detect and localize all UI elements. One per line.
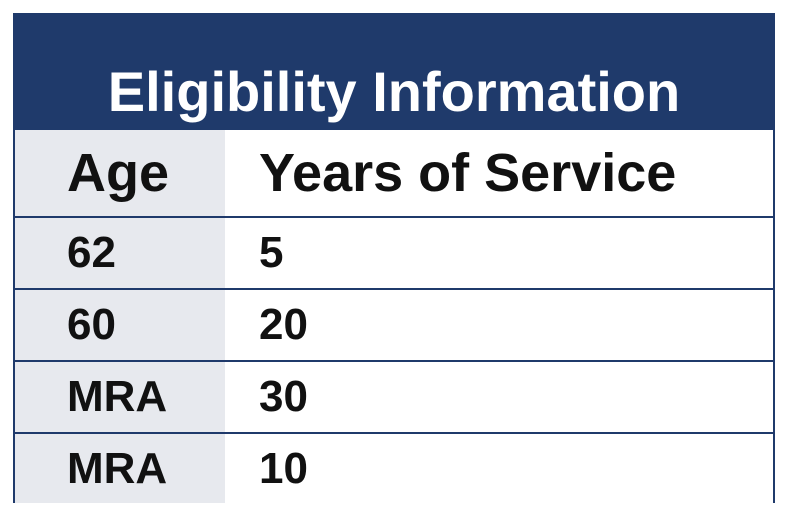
- years-of-service-cell: 5: [225, 218, 773, 288]
- table-header-row: Age Years of Service: [15, 130, 773, 216]
- table-row: MRA 30: [15, 360, 773, 432]
- table-row: 60 20: [15, 288, 773, 360]
- table-row: 62 5: [15, 216, 773, 288]
- column-header-years-of-service: Years of Service: [225, 130, 773, 216]
- age-cell: 62: [15, 218, 225, 288]
- years-of-service-cell: 30: [225, 362, 773, 432]
- age-cell: 60: [15, 290, 225, 360]
- years-of-service-cell: 20: [225, 290, 773, 360]
- eligibility-table: Eligibility Information Age Years of Ser…: [13, 13, 775, 503]
- table-row: MRA 10: [15, 432, 773, 503]
- age-cell: MRA: [15, 434, 225, 503]
- table-body: Age Years of Service 62 5 60 20 MRA 30 M…: [15, 130, 773, 503]
- years-of-service-cell: 10: [225, 434, 773, 503]
- column-header-age: Age: [15, 130, 225, 216]
- table-title-bar: Eligibility Information: [15, 15, 773, 130]
- age-cell: MRA: [15, 362, 225, 432]
- table-title: Eligibility Information: [107, 60, 681, 123]
